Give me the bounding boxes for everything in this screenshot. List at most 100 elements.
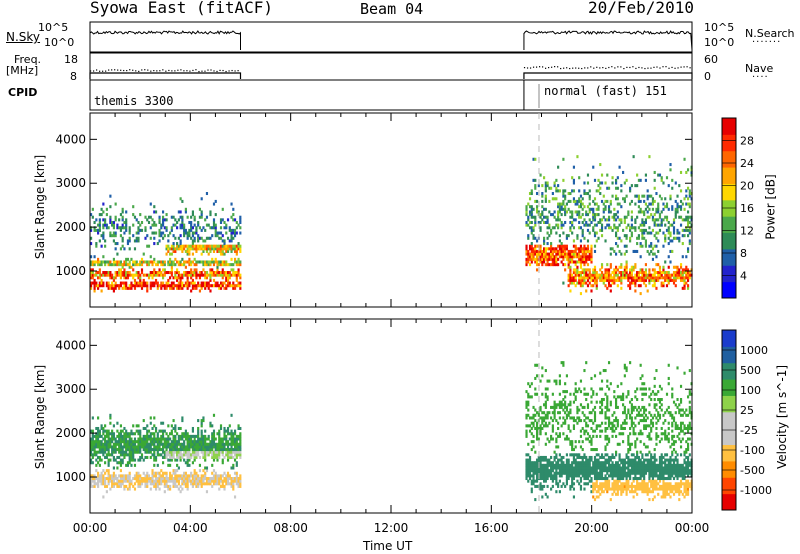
power-cell (579, 249, 583, 253)
power-cell (160, 231, 163, 235)
velocity-cell (186, 484, 189, 488)
velocity-cell (105, 440, 108, 444)
velocity-cell (560, 361, 563, 365)
power-cell (650, 278, 653, 282)
velocity-cell (226, 474, 230, 478)
velocity-cell (111, 479, 114, 483)
power-cell (132, 284, 135, 288)
velocity-cell (639, 477, 642, 481)
velocity-cell (107, 479, 110, 483)
velocity-cell (544, 421, 547, 425)
velocity-cell (634, 440, 637, 444)
power-cell (688, 273, 691, 277)
velocity-cell (528, 471, 532, 475)
freq-trace-1 (89, 72, 242, 79)
power-cell (534, 218, 537, 222)
velocity-cell (223, 479, 226, 483)
velocity-cell (137, 479, 140, 483)
power-cell (537, 263, 540, 267)
power-cell (648, 271, 651, 275)
power-cell (616, 197, 619, 201)
power-cell (636, 273, 639, 277)
velocity-cell (228, 437, 231, 441)
velocity-cell (632, 421, 635, 425)
velocity-cell (200, 419, 203, 423)
velocity-cell (630, 405, 633, 409)
velocity-cell (163, 482, 166, 486)
power-cell (93, 286, 96, 290)
power-cell (671, 178, 674, 182)
velocity-cell (643, 477, 646, 481)
nave-dot (548, 66, 550, 69)
velocity-cell (562, 403, 565, 407)
nave-dot (198, 70, 200, 73)
power-cell (204, 286, 207, 290)
velocity-cell (165, 432, 168, 436)
velocity-cell (632, 405, 635, 409)
power-cell (225, 260, 228, 264)
velocity-cell (600, 411, 604, 415)
power-cell (657, 249, 660, 253)
velocity-cell (151, 440, 154, 444)
power-cell (572, 271, 576, 275)
velocity-cell (156, 450, 159, 454)
velocity-cell (569, 453, 572, 457)
power-cell (578, 220, 581, 225)
power-cell (672, 278, 676, 282)
power-cell (578, 215, 581, 219)
velocity-cell (560, 463, 563, 467)
velocity-cell (614, 466, 618, 470)
power-cell (648, 281, 651, 285)
velocity-cell (632, 466, 635, 470)
velocity-cell (90, 437, 93, 441)
velocity-cell (544, 477, 547, 481)
power-cell (232, 284, 235, 288)
power-cell (604, 205, 607, 209)
velocity-cell (109, 442, 112, 446)
velocity-cell (112, 455, 115, 459)
power-cell (190, 215, 193, 219)
power-cell (685, 255, 688, 259)
power-cell (532, 249, 535, 253)
power-cell (553, 184, 556, 188)
power-cell (183, 223, 186, 227)
power-cell (174, 263, 177, 267)
power-cell (191, 247, 194, 251)
power-cell (625, 178, 628, 182)
power-cell (679, 278, 683, 282)
velocity-cell (144, 434, 147, 438)
power-cell (90, 228, 93, 232)
power-cell (530, 215, 533, 219)
power-cell (525, 252, 528, 256)
power-cell (655, 263, 658, 267)
velocity-cell (186, 477, 189, 481)
velocity-cell (525, 416, 528, 420)
power-cell (137, 281, 140, 285)
power-cell (232, 263, 235, 267)
power-cell (655, 244, 658, 248)
power-cell (579, 239, 583, 243)
power-cell (172, 260, 175, 264)
power-cell (123, 226, 126, 230)
power-cell (191, 260, 194, 264)
velocity-cell (123, 426, 126, 431)
power-cell (581, 213, 584, 217)
velocity-cell (95, 437, 98, 441)
velocity-cell (153, 424, 156, 428)
velocity-cell (537, 469, 540, 473)
velocity-cell (133, 474, 137, 478)
velocity-cell (207, 445, 210, 449)
velocity-cell (537, 458, 540, 462)
velocity-cell (618, 463, 621, 467)
velocity-cell (553, 450, 556, 454)
velocity-cell (632, 453, 635, 457)
velocity-cell (532, 471, 535, 475)
velocity-cell (643, 469, 646, 473)
power-cell (534, 215, 537, 219)
velocity-cell (167, 442, 170, 446)
velocity-cell (137, 458, 140, 462)
velocity-cell (541, 426, 544, 431)
velocity-cell (226, 482, 230, 486)
power-cell (551, 257, 554, 261)
power-cell (530, 249, 533, 253)
